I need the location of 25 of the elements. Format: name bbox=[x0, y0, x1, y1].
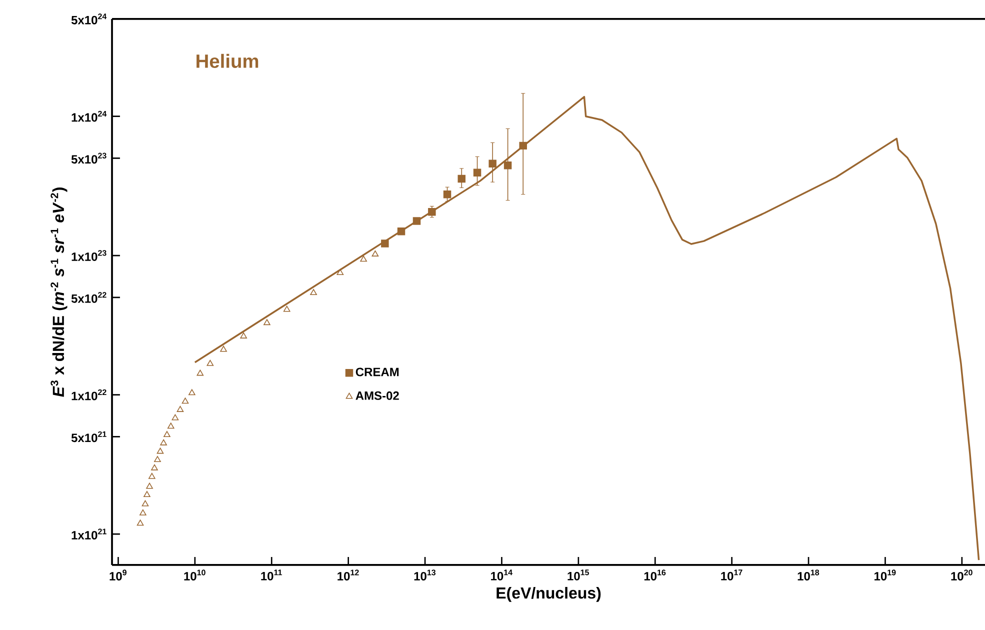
y-tick-label: 5x10$^{22}$ bbox=[71, 292, 106, 303]
y-tick-label: 1x10$^{21}$ bbox=[72, 528, 106, 540]
x-tick-label: 10$^{11}$ bbox=[261, 570, 282, 580]
text: E$^{3}$ x dN/dE (m$^{-2}$ s$^{-1}$ sr$^{-1}$ eV$^{-2}$) bbox=[50, 188, 68, 397]
x-tick-label: 10$^{15}$ bbox=[568, 570, 589, 580]
y-tick-label: 5x10$^{23}$ bbox=[71, 152, 106, 164]
x-tick-label: 10$^{17}$ bbox=[721, 570, 742, 580]
x-tick-label: 10$^{16}$ bbox=[644, 570, 666, 580]
x-tick-label: 10$^{20}$ bbox=[951, 570, 972, 580]
y-tick-label: 1x10$^{24}$ bbox=[72, 110, 107, 122]
text: Helium bbox=[196, 54, 258, 68]
y-tick-label: 1x10$^{23}$ bbox=[72, 250, 106, 261]
y-tick-label: 5x10$^{21}$ bbox=[71, 431, 106, 442]
x-tick-label: 10$^{18}$ bbox=[798, 570, 820, 580]
x-tick-label: 10$^{13}$ bbox=[414, 570, 436, 580]
x-tick-label: 10$^{10}$ bbox=[184, 570, 206, 580]
y-tick-label: 5x10$^{24}$ bbox=[71, 14, 107, 24]
x-tick-label: 10$^{14}$ bbox=[491, 570, 512, 580]
y-tick-label: 1x10$^{22}$ bbox=[72, 389, 106, 400]
x-tick-label: 10$^{12}$ bbox=[338, 570, 359, 580]
legend-label: AMS-02 bbox=[356, 391, 399, 400]
x-tick-label: 10$^{19}$ bbox=[874, 570, 896, 580]
legend-label: CREAM bbox=[356, 368, 399, 376]
x-tick-label: 10$^{9}$ bbox=[110, 570, 126, 580]
x-axis-title: E(eV/nucleus) bbox=[496, 586, 601, 602]
